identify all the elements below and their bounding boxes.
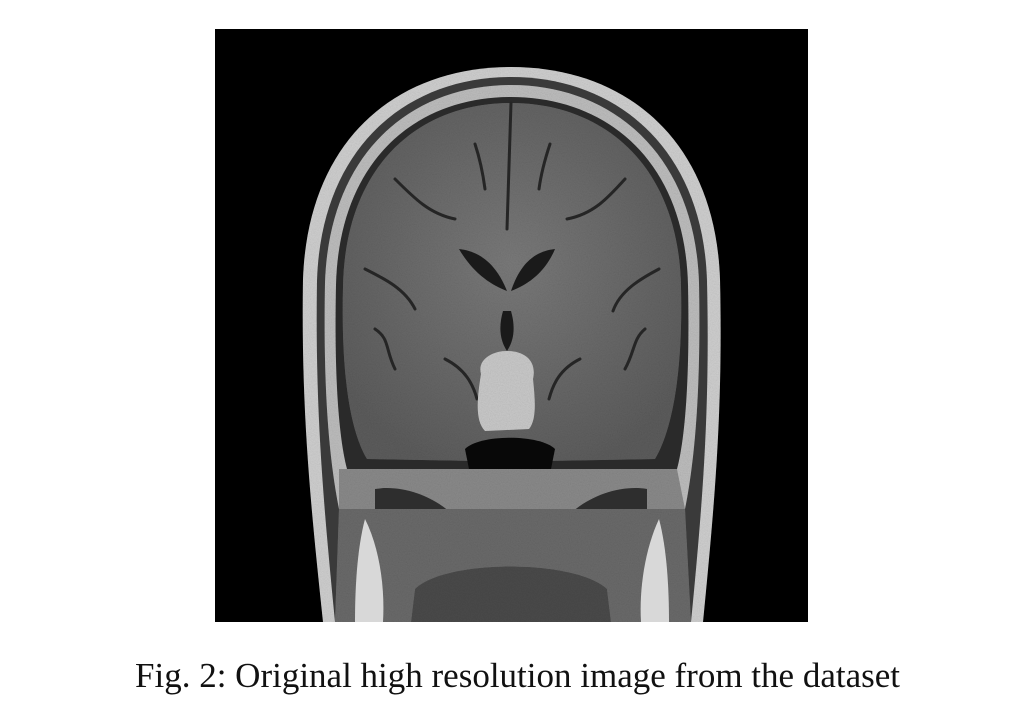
sella-mass — [477, 351, 535, 431]
brain — [342, 103, 682, 461]
mri-image — [215, 29, 808, 622]
figure-caption: Fig. 2: Original high resolution image f… — [135, 656, 900, 695]
